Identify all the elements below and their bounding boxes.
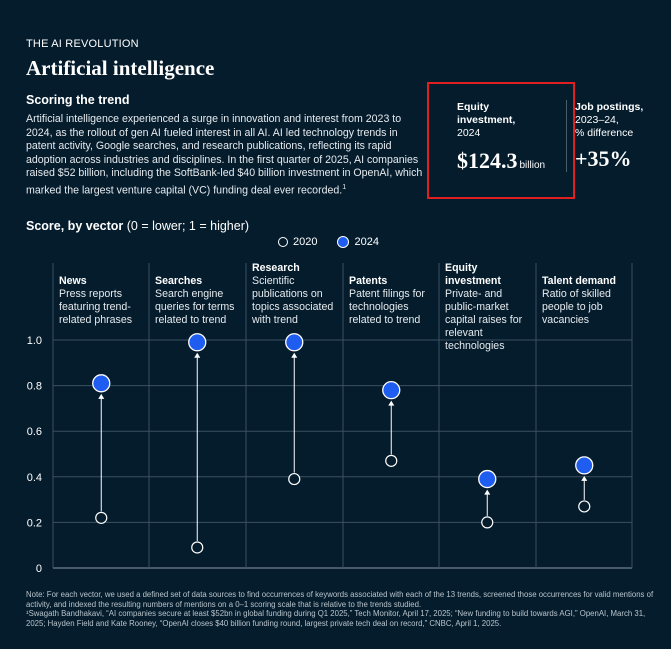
point-2024 — [478, 469, 497, 489]
point-2024 — [382, 381, 401, 400]
point-2020 — [288, 472, 301, 486]
y-tick-label: 0.2 — [27, 517, 42, 529]
point-2020 — [191, 541, 204, 554]
arrowhead-icon — [581, 475, 588, 481]
jobs-label-3: % difference — [575, 127, 634, 139]
page-title: Artificial intelligence — [26, 56, 215, 80]
arrowhead-icon — [98, 393, 105, 399]
y-tick-label: 0.6 — [27, 426, 42, 438]
legend-open-circle-icon — [278, 237, 288, 247]
arrowhead-icon — [291, 352, 298, 358]
score-heading: Score, by vector (0 = lower; 1 = higher) — [26, 219, 249, 233]
column-title: Searches — [155, 275, 203, 287]
legend-filled-circle-icon — [337, 236, 350, 248]
highlight-box — [427, 82, 575, 199]
legend-label-2020: 2020 — [293, 236, 318, 248]
jobs-label-2: 2023–24, — [575, 114, 619, 126]
column-header: Patents Patent filings for technologies r… — [349, 275, 439, 327]
column-description: Search engine queries for terms related … — [155, 288, 235, 326]
arrowhead-icon — [194, 352, 201, 358]
column-title: Equity investment — [445, 262, 501, 287]
column-description: Scientific publications on topics associ… — [252, 275, 334, 326]
stat-divider — [566, 100, 567, 172]
column-description: Private- and public-market capital raise… — [445, 288, 523, 352]
y-tick-label: 0 — [36, 563, 42, 575]
footnote-source: ¹Swagath Bandhakavi, “AI companies secur… — [26, 609, 646, 628]
equity-stat-value: $124.3 billion — [457, 148, 545, 174]
equity-label-1: Equity — [457, 101, 490, 113]
footnote: Note: For each vector, we used a defined… — [26, 590, 656, 628]
footnote-ref: 1 — [342, 183, 347, 191]
equity-unit: billion — [519, 160, 546, 171]
equity-label-2: investment, — [457, 114, 516, 126]
equity-stat-label: Equity investment, 2024 — [457, 101, 557, 140]
column-title: Talent demand — [542, 275, 616, 287]
body-paragraph: Artificial intelligence experienced a su… — [26, 113, 423, 197]
legend-item-2020: 2020 — [278, 236, 317, 248]
column-header: Talent demand Ratio of skilled people to … — [542, 275, 632, 327]
point-2024 — [285, 333, 304, 352]
legend-item-2024: 2024 — [337, 236, 379, 248]
legend: 2020 2024 — [278, 236, 393, 248]
legend-label-2024: 2024 — [354, 236, 379, 248]
jobs-label-1: Job postings, — [575, 101, 644, 113]
column-header: Research Scientific publications on topic… — [252, 262, 342, 327]
equity-value: $124.3 — [457, 148, 518, 173]
y-tick-label: 0.8 — [27, 381, 42, 393]
point-2020 — [385, 454, 398, 467]
point-2020 — [481, 516, 494, 529]
point-2024 — [188, 333, 207, 352]
y-tick-label: 0.4 — [27, 472, 42, 484]
point-2020 — [95, 511, 108, 524]
column-header: Equity investment Private- and public-mar… — [445, 262, 535, 353]
score-heading-rest: (0 = lower; 1 = higher) — [123, 219, 250, 233]
column-title: News — [59, 275, 87, 287]
y-tick-label: 1.0 — [27, 335, 42, 347]
column-header: News Press reports featuring trend-relate… — [59, 275, 149, 327]
arrowhead-icon — [484, 489, 491, 495]
jobs-stat-value: +35% — [575, 146, 632, 171]
point-2024 — [575, 456, 594, 475]
column-title: Research — [252, 262, 300, 274]
arrowhead-icon — [388, 400, 395, 406]
column-header: Searches Search engine queries for terms … — [155, 275, 245, 327]
point-2024 — [92, 374, 111, 393]
column-description: Patent filings for technologies related … — [349, 288, 425, 326]
point-2020 — [578, 500, 591, 513]
score-heading-bold: Score, by vector — [26, 219, 124, 233]
jobs-stat-label: Job postings, 2023–24, % difference — [575, 101, 671, 140]
subhead: Scoring the trend — [26, 93, 130, 107]
equity-label-3: 2024 — [457, 127, 481, 139]
column-description: Press reports featuring trend-related ph… — [59, 288, 133, 326]
column-title: Patents — [349, 275, 388, 287]
footnote-note: Note: For each vector, we used a defined… — [26, 590, 654, 609]
body-text: Artificial intelligence experienced a su… — [26, 113, 424, 198]
kicker: THE AI REVOLUTION — [26, 38, 139, 50]
column-description: Ratio of skilled people to job vacancies — [542, 288, 611, 326]
